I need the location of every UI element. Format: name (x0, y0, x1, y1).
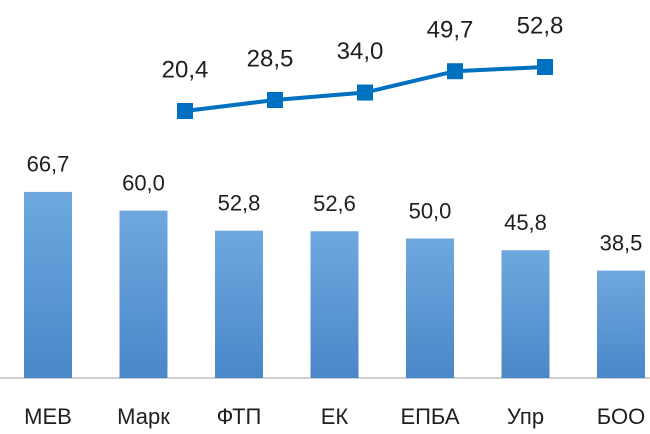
x-tick-label: ФТП (217, 404, 262, 429)
x-tick-label: Упр (507, 404, 544, 429)
x-tick-label: МЕВ (24, 404, 72, 429)
x-tick-label: Марк (117, 404, 170, 429)
bar-value-label: 66,7 (27, 152, 70, 177)
line-value-label: 49,7 (427, 17, 474, 44)
x-tick-label: ЕК (321, 404, 349, 429)
bar-value-label: 50,0 (409, 198, 452, 223)
line-value-label: 20,4 (162, 56, 209, 83)
line-value-label: 52,8 (517, 12, 564, 39)
bar-value-label: 52,6 (313, 191, 356, 216)
line-value-label: 28,5 (247, 45, 294, 72)
bar (119, 210, 168, 378)
x-tick-label: БОО (597, 404, 645, 429)
bar (501, 250, 550, 378)
bar (215, 230, 263, 378)
bar-value-label: 45,8 (504, 210, 547, 235)
bar (597, 270, 645, 378)
bar-value-label: 52,8 (218, 191, 261, 216)
bar (406, 238, 454, 378)
line-marker (447, 63, 463, 80)
bar-value-label: 60,0 (122, 170, 165, 195)
line-marker (267, 92, 283, 108)
bar (24, 191, 72, 378)
line-value-label: 34,0 (337, 38, 384, 65)
line-marker (537, 59, 553, 75)
bar-value-label: 38,5 (600, 230, 643, 255)
line-marker (177, 103, 193, 119)
x-tick-label: ЕПБА (400, 404, 459, 429)
bar (310, 231, 359, 378)
line-marker (357, 84, 373, 101)
